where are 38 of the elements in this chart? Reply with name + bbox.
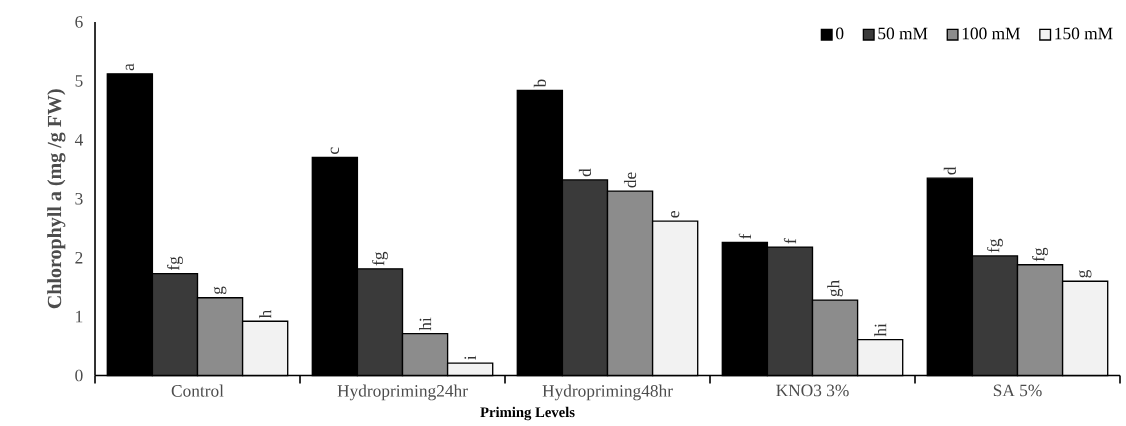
y-tick-label: 2 — [75, 251, 83, 264]
data-label: d — [578, 168, 592, 177]
data-label: fg — [1032, 247, 1049, 262]
x-tick-label: Control — [171, 384, 224, 397]
data-label: g — [213, 286, 227, 295]
data-label: f — [783, 238, 797, 244]
y-tick-label: 1 — [76, 310, 83, 323]
y-tick-label: 3 — [75, 192, 83, 205]
data-label: a — [125, 63, 135, 71]
x-tick-label: Hydropriming24hr — [337, 384, 468, 401]
data-label: fg — [986, 238, 1003, 253]
data-label: i — [464, 355, 476, 360]
y-tick-label: 5 — [75, 75, 83, 87]
data-label: hi — [419, 317, 432, 331]
data-label: g — [1078, 269, 1092, 278]
data-label: h — [259, 309, 272, 319]
data-label: de — [623, 172, 637, 188]
data-label: hi — [874, 323, 887, 337]
data-label: f — [738, 233, 751, 239]
y-axis-title: Chlorophyll a (mg /g FW) — [47, 89, 66, 309]
y-tick-label: 6 — [75, 16, 83, 28]
data-label: fg — [371, 251, 388, 266]
legend-label: 100 mM — [962, 27, 1020, 40]
data-label: c — [330, 147, 340, 154]
data-label: e — [670, 211, 680, 218]
legend-label: 0 — [836, 27, 844, 40]
data-label: fg — [166, 256, 183, 271]
x-tick-label: SA 5% — [993, 384, 1042, 397]
legend-label: 50 mM — [878, 27, 928, 40]
legend-label: 150 mM — [1055, 27, 1113, 40]
data-label: b — [533, 79, 546, 88]
x-tick-label: KNO3 3% — [776, 384, 849, 397]
data-label: d — [943, 166, 956, 175]
x-axis-title: Priming Levels — [480, 406, 575, 421]
data-label: gh — [827, 280, 843, 297]
x-tick-label: Hydropriming48hr — [542, 384, 673, 401]
y-tick-label: 4 — [74, 134, 84, 146]
y-tick-label: 0 — [75, 369, 83, 382]
